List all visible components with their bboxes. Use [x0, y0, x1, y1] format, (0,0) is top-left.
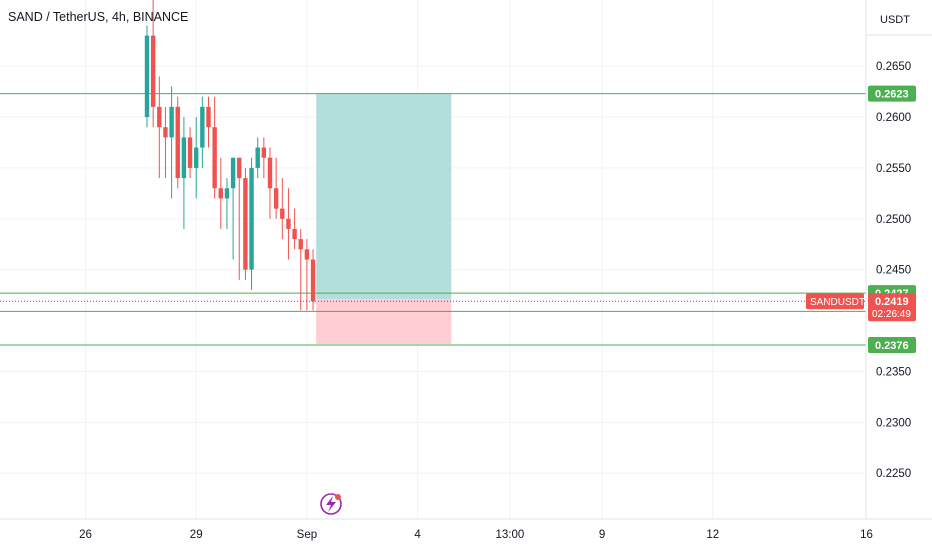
level-price-label [868, 85, 916, 102]
candle-body [181, 137, 187, 179]
current-price-text: 0.2419 [875, 296, 909, 308]
time-tick-labels: 26 29 Sep 4 13:00 9 12 16 [79, 529, 873, 541]
candle-body [304, 249, 310, 260]
price-tick-label: 0.2650 [876, 61, 911, 73]
lightning-icon[interactable] [320, 493, 342, 515]
currency-unit[interactable]: USDT [880, 14, 910, 26]
symbol-text: SANDUSDT [810, 297, 865, 308]
time-tick-label: 29 [190, 529, 203, 541]
time-tick-label: 9 [599, 529, 605, 541]
lightning-icon-bolt [326, 496, 336, 512]
candles [144, 0, 316, 311]
time-tick-label: 26 [79, 529, 92, 541]
candle-body [243, 178, 248, 270]
candle-body [280, 208, 285, 219]
candle-body [237, 157, 242, 179]
time-tick-label: 16 [860, 529, 873, 541]
price-tick-labels: 0.2650 0.2600 0.2550 0.2500 0.2450 0.2350 0.23… [876, 61, 911, 480]
chart-title: SAND / TetherUS, 4h, BINANCE [8, 10, 188, 24]
price-tick-label: 0.2250 [876, 468, 911, 480]
axes: USDT [0, 0, 932, 520]
countdown-text: 02:26:49 [872, 309, 911, 320]
symbol-label [806, 293, 864, 310]
time-tick-label: Sep [297, 529, 317, 541]
lightning-icon-dot [335, 494, 341, 500]
price-tick-label: 0.2300 [876, 417, 911, 429]
candle-body [169, 106, 174, 138]
price-tick-label: 0.2350 [876, 366, 911, 378]
candle-body [286, 218, 291, 229]
candle-body [273, 188, 279, 209]
time-tick-label: 13:00 [495, 529, 524, 541]
candle-body [157, 106, 162, 128]
time-tick-label: 12 [706, 529, 719, 541]
candle-body [267, 157, 273, 189]
candle-body [224, 188, 230, 199]
current-price-label [868, 293, 916, 322]
candle-body [200, 106, 205, 148]
candle-body [261, 147, 267, 158]
candle-body [144, 35, 150, 118]
price-labels: 0.26230.24270.24090.23760.241902:26:49SA… [806, 85, 916, 353]
candle-body [187, 137, 193, 168]
candle-body [255, 147, 260, 168]
level-price-label-text: 0.2623 [875, 89, 909, 101]
price-tick-label: 0.2500 [876, 214, 911, 226]
candle-body [175, 106, 180, 179]
price-tick-label: 0.2600 [876, 112, 911, 124]
candle-body [163, 127, 168, 138]
level-price-label [868, 336, 916, 353]
candle-body [218, 188, 223, 199]
candle-body [292, 228, 297, 240]
time-tick-label: 4 [414, 529, 421, 541]
candle-body [249, 167, 254, 270]
position-loss-zone[interactable] [316, 299, 452, 344]
candle-body [194, 147, 199, 168]
price-tick-label: 0.2550 [876, 163, 911, 175]
candle-body [150, 35, 156, 107]
horizontal-levels[interactable] [0, 93, 866, 346]
price-tick-label: 0.2450 [876, 265, 911, 277]
candle-body [298, 239, 303, 250]
position-profit-zone[interactable] [316, 93, 452, 300]
candle-body [230, 157, 236, 189]
candle-body [206, 106, 211, 128]
candle-body [310, 259, 316, 302]
candle-body [212, 127, 217, 189]
level-price-label-text: 0.2376 [875, 340, 909, 352]
long-position-tool[interactable] [316, 93, 452, 344]
